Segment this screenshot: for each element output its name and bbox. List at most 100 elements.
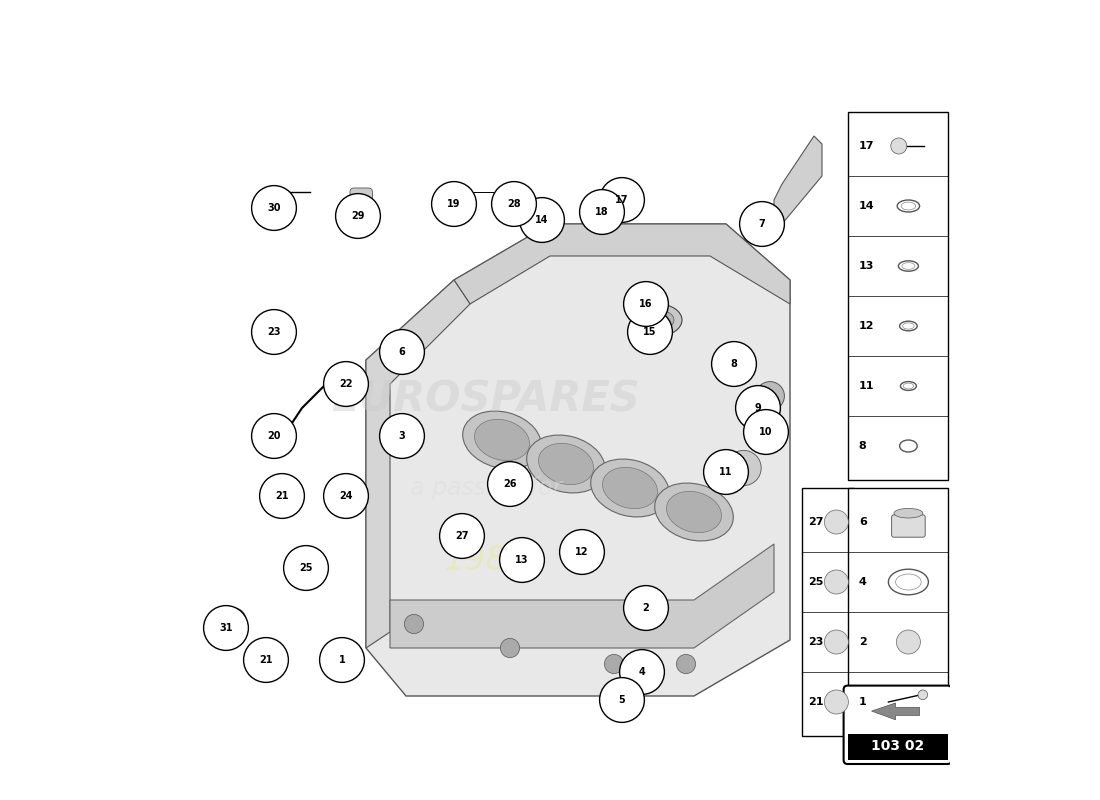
Polygon shape — [366, 280, 470, 648]
Text: EUROSPARES: EUROSPARES — [331, 379, 640, 421]
Circle shape — [284, 546, 329, 590]
Circle shape — [252, 414, 296, 458]
Circle shape — [624, 586, 669, 630]
Circle shape — [726, 450, 761, 486]
Circle shape — [487, 462, 532, 506]
Text: 18: 18 — [595, 207, 608, 217]
Ellipse shape — [901, 202, 915, 210]
Circle shape — [712, 342, 757, 386]
Circle shape — [704, 450, 748, 494]
Circle shape — [320, 638, 364, 682]
FancyBboxPatch shape — [350, 188, 373, 220]
Text: 13: 13 — [859, 261, 874, 271]
Text: 11: 11 — [719, 467, 733, 477]
Text: 20: 20 — [267, 431, 280, 441]
Circle shape — [624, 282, 669, 326]
Text: 8: 8 — [730, 359, 737, 369]
FancyBboxPatch shape — [848, 734, 947, 760]
Circle shape — [736, 386, 780, 430]
Text: 15: 15 — [644, 327, 657, 337]
Text: 2: 2 — [642, 603, 649, 613]
Text: 23: 23 — [267, 327, 280, 337]
Ellipse shape — [901, 382, 916, 390]
Circle shape — [628, 310, 672, 354]
Text: 3: 3 — [398, 431, 406, 441]
Circle shape — [222, 608, 246, 632]
Text: 6: 6 — [859, 517, 867, 527]
Ellipse shape — [900, 440, 917, 452]
Circle shape — [379, 414, 425, 458]
Text: 1: 1 — [859, 697, 867, 707]
Circle shape — [619, 650, 664, 694]
Text: 12: 12 — [575, 547, 589, 557]
Ellipse shape — [894, 509, 923, 518]
Text: 13: 13 — [515, 555, 529, 565]
Text: 27: 27 — [808, 517, 824, 527]
Text: 16: 16 — [639, 299, 652, 309]
Text: 5: 5 — [618, 695, 626, 705]
Ellipse shape — [654, 483, 734, 541]
Polygon shape — [871, 703, 920, 720]
Text: 21: 21 — [260, 655, 273, 665]
Text: 14: 14 — [859, 201, 874, 211]
Text: 22: 22 — [339, 379, 353, 389]
Circle shape — [600, 678, 645, 722]
Circle shape — [604, 654, 624, 674]
Text: 4: 4 — [859, 577, 867, 587]
Circle shape — [676, 654, 695, 674]
Circle shape — [519, 198, 564, 242]
Circle shape — [323, 474, 368, 518]
Circle shape — [405, 614, 424, 634]
Text: 28: 28 — [507, 199, 520, 209]
Ellipse shape — [463, 411, 541, 469]
Text: 25: 25 — [808, 577, 824, 587]
Circle shape — [323, 362, 368, 406]
Text: a passion for: a passion for — [410, 476, 562, 500]
Circle shape — [204, 606, 249, 650]
Text: 29: 29 — [351, 211, 365, 221]
Circle shape — [243, 638, 288, 682]
Text: 7: 7 — [759, 219, 766, 229]
Circle shape — [252, 186, 296, 230]
Circle shape — [824, 510, 848, 534]
Circle shape — [891, 138, 906, 154]
Circle shape — [824, 570, 848, 594]
FancyBboxPatch shape — [848, 112, 948, 480]
Ellipse shape — [667, 491, 722, 533]
Circle shape — [252, 310, 296, 354]
FancyBboxPatch shape — [844, 686, 952, 764]
Text: 30: 30 — [267, 203, 280, 213]
Text: 24: 24 — [339, 491, 353, 501]
Circle shape — [918, 690, 927, 699]
Ellipse shape — [902, 262, 915, 270]
Text: 31: 31 — [219, 623, 233, 633]
Polygon shape — [774, 136, 822, 240]
Polygon shape — [366, 224, 790, 696]
Text: 25: 25 — [299, 563, 312, 573]
Circle shape — [499, 538, 544, 582]
Text: 23: 23 — [808, 637, 824, 647]
Text: 14: 14 — [536, 215, 549, 225]
Ellipse shape — [895, 574, 921, 590]
Text: 26: 26 — [504, 479, 517, 489]
Text: 21: 21 — [275, 491, 288, 501]
Ellipse shape — [603, 467, 658, 509]
Circle shape — [500, 638, 519, 658]
Text: 19: 19 — [448, 199, 461, 209]
Circle shape — [560, 530, 604, 574]
Text: 17: 17 — [859, 141, 874, 151]
Circle shape — [600, 178, 645, 222]
Circle shape — [580, 190, 625, 234]
FancyBboxPatch shape — [892, 515, 925, 538]
Circle shape — [440, 514, 484, 558]
Circle shape — [744, 410, 789, 454]
Circle shape — [756, 382, 784, 410]
Ellipse shape — [898, 200, 920, 212]
Text: 1: 1 — [339, 655, 345, 665]
Ellipse shape — [899, 261, 918, 271]
Text: 8: 8 — [859, 441, 867, 451]
Ellipse shape — [634, 304, 682, 336]
Circle shape — [896, 630, 921, 654]
Text: 2: 2 — [859, 637, 867, 647]
FancyBboxPatch shape — [802, 488, 854, 736]
